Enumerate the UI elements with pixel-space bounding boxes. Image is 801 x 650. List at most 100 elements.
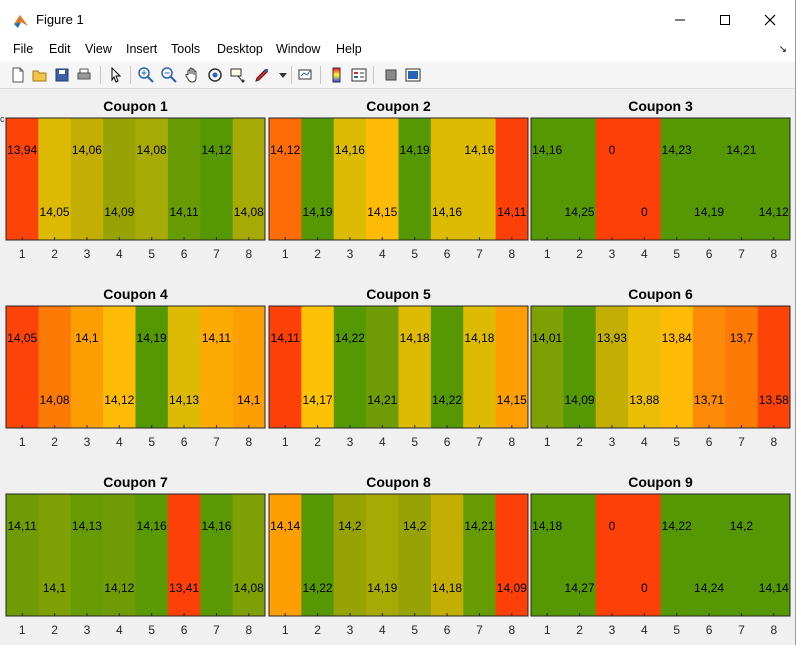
minimize-icon [675, 19, 685, 21]
rotate-3d-icon[interactable] [206, 66, 224, 84]
data-label: 13,41 [169, 581, 199, 595]
menu-view[interactable]: View [85, 42, 112, 56]
heatmap-cell [628, 118, 661, 240]
pan-icon[interactable] [183, 66, 201, 84]
heatmap-cell [692, 118, 726, 240]
x-tick-label: 7 [476, 435, 483, 449]
x-tick-label: 8 [770, 623, 777, 637]
open-file-icon[interactable] [31, 66, 49, 84]
x-tick-label: 8 [245, 247, 252, 261]
x-tick-label: 7 [213, 623, 220, 637]
heatmap-cell [757, 306, 791, 428]
heatmap-cell [628, 306, 661, 428]
x-tick-label: 7 [476, 623, 483, 637]
x-tick-label: 4 [379, 623, 386, 637]
x-tick-label: 4 [116, 247, 123, 261]
data-label: 14,22 [303, 581, 333, 595]
heatmap-cell [232, 306, 266, 428]
edit-plot-icon[interactable] [107, 66, 125, 84]
link-plot-icon[interactable] [297, 66, 315, 84]
heatmap-cell [103, 306, 136, 428]
data-label: 14,15 [497, 393, 527, 407]
data-label: 14,18 [432, 581, 462, 595]
heatmap-cell [660, 306, 694, 428]
x-tick-label: 5 [673, 435, 680, 449]
data-label: 0 [641, 581, 648, 595]
subplot-coupon-7: Coupon 7 14,11 14,1 14,13 14,12 14,16 13,41 14,… [5, 474, 266, 637]
x-tick-label: 4 [379, 247, 386, 261]
show-plot-tools-icon[interactable] [404, 66, 422, 84]
x-tick-label: 2 [51, 435, 58, 449]
heatmap-cell [269, 306, 302, 428]
data-label: 14,05 [40, 205, 70, 219]
x-tick-label: 6 [181, 623, 188, 637]
hide-plot-tools-icon[interactable] [382, 66, 400, 84]
heatmap-cell [692, 494, 726, 616]
x-tick-label: 3 [347, 435, 354, 449]
subplot-title: Coupon 4 [103, 286, 168, 302]
maximize-button[interactable] [702, 6, 748, 34]
x-tick-label: 6 [706, 623, 713, 637]
new-figure-icon[interactable] [9, 66, 27, 84]
subplot-title: Coupon 6 [628, 286, 693, 302]
data-label: 14,19 [137, 331, 167, 345]
data-label: 14,05 [7, 331, 37, 345]
data-label: 14,18 [400, 331, 430, 345]
axes-box [530, 305, 791, 429]
title-bar[interactable]: Figure 1 [0, 0, 795, 40]
data-label: 14,06 [72, 143, 102, 157]
menu-insert[interactable]: Insert [126, 42, 158, 56]
subplot-coupon-4: Coupon 414,0514,0814,114,1214,1914,1314,… [5, 286, 266, 449]
heatmap-cell [531, 494, 564, 616]
heatmap-cell [463, 494, 497, 616]
zoom-in-icon[interactable] [137, 66, 155, 84]
print-icon[interactable] [75, 66, 93, 84]
heatmap-cell [167, 494, 201, 616]
colorbar-icon[interactable] [328, 66, 346, 84]
x-tick-label: 6 [706, 247, 713, 261]
x-tick-label: 2 [51, 247, 58, 261]
x-tick-label: 5 [411, 435, 418, 449]
x-tick-label: 4 [116, 435, 123, 449]
dock-arrow-icon[interactable]: ↘ [778, 44, 787, 55]
heatmap-cell [135, 494, 169, 616]
legend-icon[interactable] [350, 66, 368, 84]
toolbar-separator [320, 66, 321, 84]
minimize-button[interactable] [657, 6, 703, 34]
x-tick-label: 7 [213, 435, 220, 449]
x-tick-label: 3 [609, 247, 616, 261]
heatmap-cell [103, 494, 136, 616]
menu-tools[interactable]: Tools [171, 42, 201, 56]
x-tick-label: 1 [544, 623, 551, 637]
data-label: 14,22 [432, 393, 462, 407]
close-button[interactable] [747, 6, 793, 34]
data-label: 14,22 [662, 519, 692, 533]
axes-box [530, 493, 791, 617]
menu-desktop[interactable]: Desktop [217, 42, 263, 56]
menu-help[interactable]: Help [336, 42, 362, 56]
menu-file[interactable]: File [13, 42, 34, 56]
x-tick-label: 1 [19, 435, 26, 449]
x-tick-label: 2 [576, 435, 583, 449]
heatmap-cell [167, 118, 201, 240]
data-label: 14,22 [335, 331, 365, 345]
subplot-title: Coupon 2 [366, 98, 431, 114]
data-label: 14,27 [565, 581, 595, 595]
x-tick-label: 4 [641, 247, 648, 261]
x-tick-label: 8 [508, 623, 515, 637]
brush-dropdown-icon[interactable] [274, 66, 292, 84]
brush-icon[interactable] [253, 66, 271, 84]
heatmap-cell [595, 118, 629, 240]
menu-window[interactable]: Window [276, 42, 321, 56]
heatmap-cell [135, 306, 169, 428]
x-tick-label: 2 [51, 623, 58, 637]
menu-edit[interactable]: Edit [49, 42, 71, 56]
x-tick-label: 3 [609, 435, 616, 449]
data-cursor-icon[interactable] [229, 66, 247, 84]
heatmap-cell [595, 306, 629, 428]
data-label: 14,1 [237, 393, 261, 407]
data-label: 13,93 [597, 331, 627, 345]
zoom-out-icon[interactable] [160, 66, 178, 84]
save-icon[interactable] [53, 66, 71, 84]
